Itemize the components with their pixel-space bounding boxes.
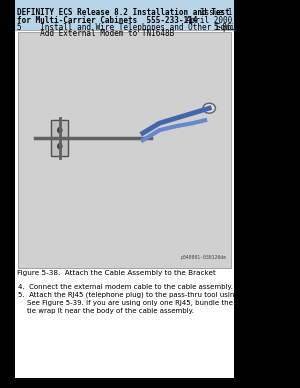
Text: 5-86: 5-86	[214, 23, 232, 32]
Bar	[0, 0, 15, 388]
Bar	[15, 0, 234, 30]
Ellipse shape	[203, 103, 215, 113]
Text: for Multi-Carrier Cabinets  555-233-114: for Multi-Carrier Cabinets 555-233-114	[16, 16, 197, 25]
Text: tie wrap it near the body of the cable assembly.: tie wrap it near the body of the cable a…	[18, 308, 194, 314]
Text: p040001-030126de: p040001-030126de	[181, 255, 227, 260]
Text: Figure 5-38.  Attach the Cable Assembly to the Bracket: Figure 5-38. Attach the Cable Assembly t…	[16, 270, 215, 276]
Bar	[52, 120, 68, 156]
Text: April 2000: April 2000	[186, 16, 233, 25]
Text: 5.  Attach the RJ45 (telephone plug) to the pass-thru tool using a tie wrap.: 5. Attach the RJ45 (telephone plug) to t…	[18, 292, 278, 298]
Text: 4.  Connect the external modem cable to the cable assembly.: 4. Connect the external modem cable to t…	[18, 284, 233, 290]
Text: 5    Install and Wire Telephones and Other Equipment: 5 Install and Wire Telephones and Other …	[16, 23, 257, 32]
Bar	[0, 378, 249, 388]
Text: Issue 1: Issue 1	[200, 8, 233, 17]
Text: See Figure 5-39. If you are using only one RJ45, bundle the other one and: See Figure 5-39. If you are using only o…	[18, 300, 285, 306]
Bar	[18, 32, 231, 268]
Bar	[234, 0, 249, 388]
Text: DEFINITY ECS Release 8.2 Installation and Test: DEFINITY ECS Release 8.2 Installation an…	[16, 8, 230, 17]
Circle shape	[58, 128, 62, 133]
Text: Add External Modem to TN1648B: Add External Modem to TN1648B	[16, 29, 174, 38]
Bar	[15, 0, 234, 378]
Circle shape	[58, 144, 62, 149]
